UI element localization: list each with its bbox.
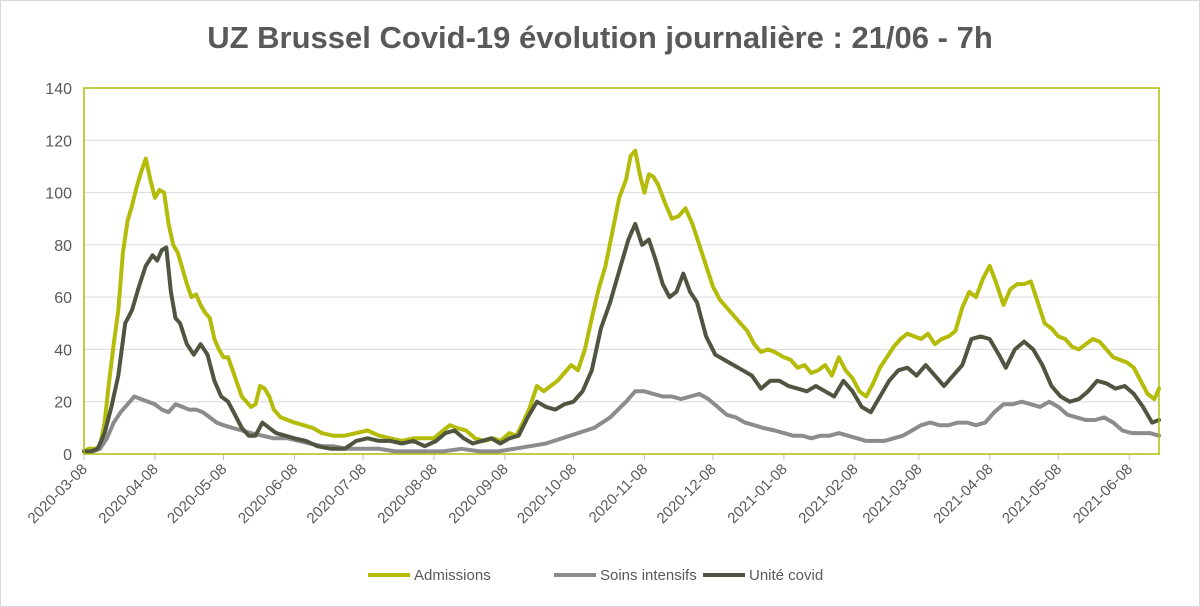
y-tick-label: 40 — [54, 342, 72, 359]
y-tick-label: 60 — [54, 290, 72, 307]
x-tick-label: 2020-05-08 — [164, 461, 230, 527]
x-tick-label: 2020-07-08 — [304, 461, 370, 527]
plot-area-border — [83, 87, 1160, 455]
series-line-2 — [82, 389, 1161, 454]
y-axis: 0 20 40 60 80 100 120 140 — [45, 81, 72, 464]
grid-layer — [84, 139, 1159, 403]
series-line-3 — [82, 221, 1161, 454]
x-tick-label: 2021-06-08 — [1070, 461, 1136, 527]
x-tick-label: 2021-01-08 — [724, 461, 790, 527]
x-tick-label: 2021-04-08 — [930, 461, 996, 527]
x-tick-label: 2021-05-08 — [999, 461, 1065, 527]
x-tick-label: 2020-09-08 — [445, 461, 511, 527]
x-tick-label: 2020-08-08 — [374, 461, 440, 527]
legend-label: Admissions — [414, 567, 491, 584]
x-tick-label: 2020-10-08 — [514, 461, 580, 527]
x-tick-label: 2021-02-08 — [795, 461, 861, 527]
x-tick-label: 2020-04-08 — [95, 461, 161, 527]
series-line-1 — [82, 148, 1161, 454]
chart-title: UZ Brussel Covid-19 évolution journalièr… — [207, 20, 993, 55]
x-axis: 2020-03-08 2020-04-08 2020-05-08 2020-06-08… — [25, 454, 1136, 527]
series-layer — [82, 148, 1161, 454]
y-tick-label: 120 — [45, 133, 72, 150]
x-tick-label: 2020-12-08 — [654, 461, 720, 527]
y-tick-label: 100 — [45, 186, 72, 203]
x-tick-label: 2020-03-08 — [25, 461, 91, 527]
x-tick-label: 2020-11-08 — [586, 461, 651, 526]
legend-label: Unité covid — [749, 567, 823, 584]
y-tick-label: 0 — [63, 447, 72, 464]
y-tick-label: 80 — [54, 238, 72, 255]
y-tick-label: 20 — [54, 395, 72, 412]
legend: Admissions Soins intensifs Unité covid — [368, 567, 823, 584]
y-tick-label: 140 — [45, 81, 72, 98]
x-tick-label: 2020-06-08 — [235, 461, 301, 527]
x-tick-label: 2021-03-08 — [859, 461, 925, 527]
legend-label: Soins intensifs — [600, 567, 697, 584]
